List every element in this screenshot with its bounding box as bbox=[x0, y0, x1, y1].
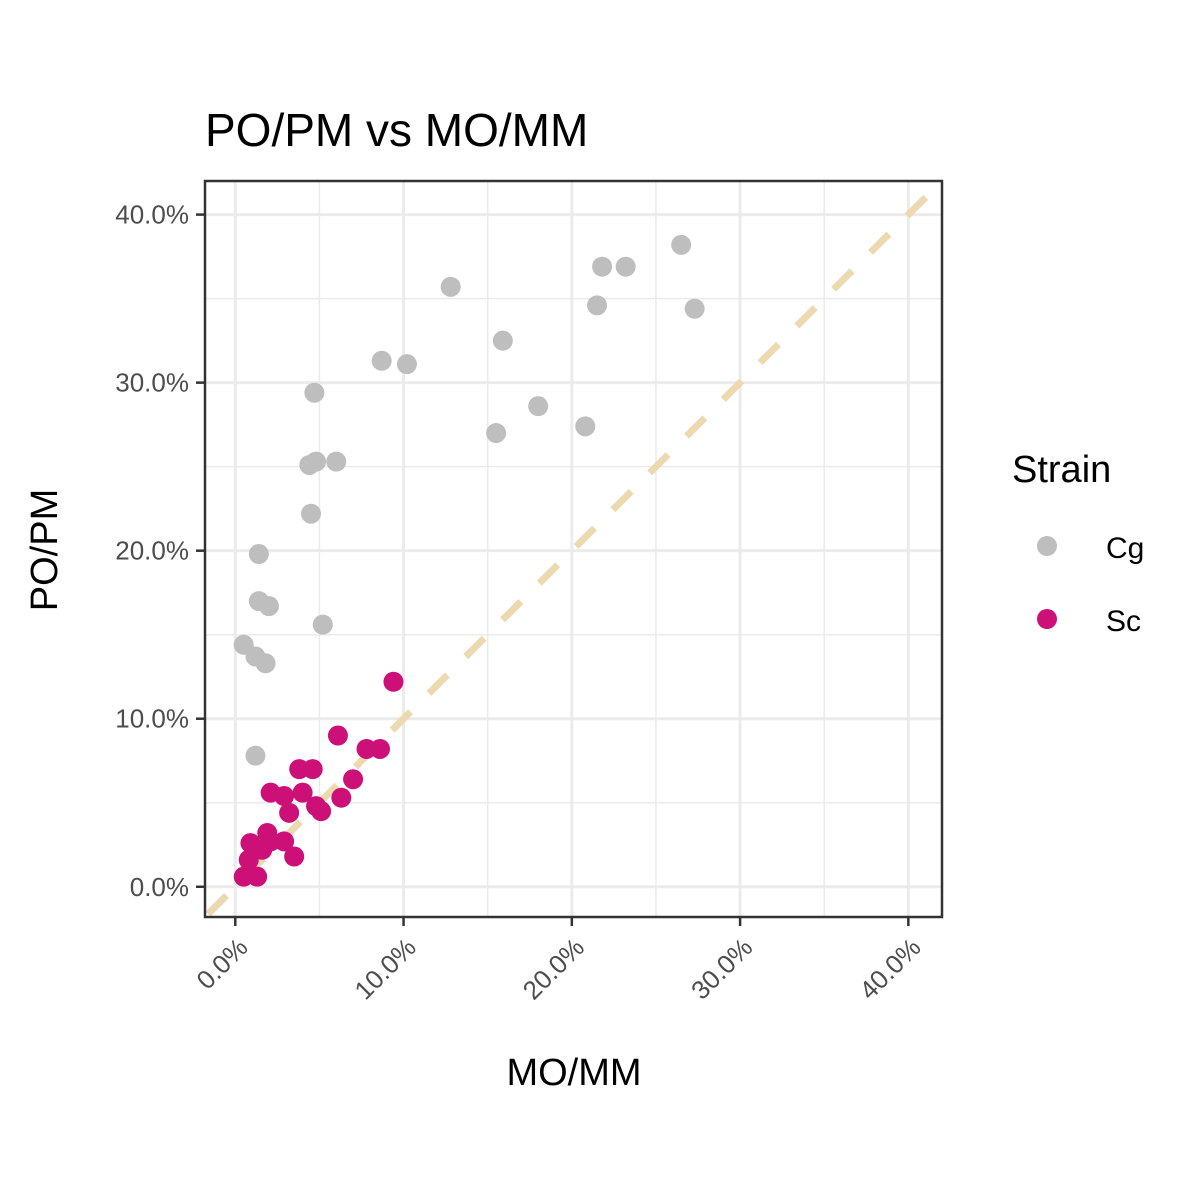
data-point bbox=[371, 350, 392, 371]
data-point bbox=[245, 745, 266, 766]
legend-key-cg bbox=[1037, 536, 1057, 556]
data-point bbox=[684, 298, 705, 319]
data-point bbox=[369, 738, 390, 759]
data-point bbox=[486, 423, 507, 444]
data-point bbox=[326, 451, 347, 472]
legend: Strain Cg Sc bbox=[1012, 449, 1144, 638]
data-point bbox=[327, 725, 348, 746]
legend-label-sc: Sc bbox=[1106, 605, 1141, 638]
x-tick-label: 40.0% bbox=[853, 932, 926, 1005]
data-point bbox=[274, 786, 295, 807]
data-point bbox=[575, 416, 596, 437]
x-tick-label: 10.0% bbox=[348, 932, 421, 1005]
data-point bbox=[492, 330, 513, 351]
data-point bbox=[331, 787, 352, 808]
y-tick-label: 0.0% bbox=[130, 872, 189, 902]
y-tick-label: 20.0% bbox=[115, 536, 189, 566]
x-tick-label: 0.0% bbox=[190, 932, 253, 995]
data-point bbox=[304, 382, 325, 403]
data-point bbox=[301, 503, 322, 524]
data-point bbox=[312, 614, 333, 635]
data-point bbox=[592, 256, 613, 277]
data-point bbox=[279, 802, 300, 823]
data-point bbox=[343, 769, 364, 790]
data-point bbox=[248, 544, 269, 565]
y-tick-label: 10.0% bbox=[115, 704, 189, 734]
data-point bbox=[284, 846, 305, 867]
legend-title: Strain bbox=[1012, 449, 1111, 491]
data-point bbox=[383, 671, 404, 692]
data-point bbox=[302, 759, 323, 780]
data-point bbox=[671, 234, 692, 255]
series-sc bbox=[233, 671, 404, 887]
x-tick-label: 20.0% bbox=[517, 932, 590, 1005]
y-axis-title: PO/PM bbox=[24, 489, 66, 611]
legend-key-sc bbox=[1037, 609, 1057, 629]
y-tick-label: 30.0% bbox=[115, 368, 189, 398]
data-point bbox=[440, 276, 461, 297]
data-point bbox=[247, 866, 268, 887]
data-point bbox=[292, 782, 313, 803]
data-point bbox=[311, 801, 332, 822]
panel-border bbox=[203, 179, 944, 919]
data-point bbox=[528, 396, 549, 417]
data-point bbox=[587, 295, 608, 316]
data-point bbox=[306, 451, 327, 472]
data-point bbox=[274, 831, 295, 852]
plot-area: 0.0% 10.0% 20.0% 30.0% 40.0% 0.0% 10.0% 20.0% 30… bbox=[115, 179, 944, 1005]
data-point bbox=[396, 354, 417, 375]
data-point bbox=[258, 596, 279, 617]
reference-line-group bbox=[205, 181, 942, 917]
chart-title: PO/PM vs MO/MM bbox=[205, 104, 588, 156]
series-cg bbox=[233, 234, 705, 766]
data-point bbox=[615, 256, 636, 277]
data-point bbox=[255, 653, 276, 674]
legend-label-cg: Cg bbox=[1106, 532, 1144, 565]
x-tick-label: 30.0% bbox=[685, 932, 758, 1005]
y-tick-label: 40.0% bbox=[115, 200, 189, 230]
reference-line bbox=[205, 181, 942, 917]
x-axis-title: MO/MM bbox=[506, 1052, 641, 1094]
